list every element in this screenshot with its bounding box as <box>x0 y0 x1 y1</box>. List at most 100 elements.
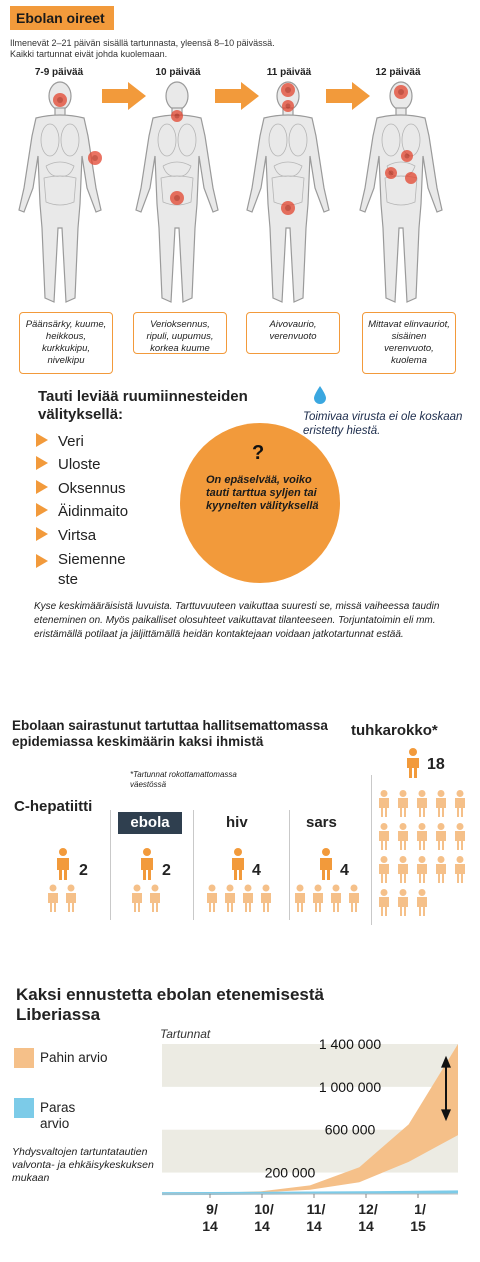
fluid-label: Oksennus <box>58 480 126 497</box>
progress-arrow-icon <box>215 82 259 110</box>
arrow-down-icon <box>441 1109 451 1122</box>
disease-name-measles: tuhkarokko* <box>351 722 438 739</box>
progress-arrow-icon <box>326 82 370 110</box>
disease-name-ebola: ebola <box>118 812 182 834</box>
y-tick-label: 1 400 000 <box>319 1036 381 1052</box>
sweat-note: Toimivaa virusta ei ole koskaan eristett… <box>303 411 463 437</box>
symptom-box: Mittavat elinvauriot, sisäinen verenvuot… <box>362 312 456 374</box>
person-icon <box>436 823 446 850</box>
r0-value: 4 <box>340 862 349 879</box>
people-group-hiv <box>207 848 271 912</box>
uncertain-transmission-circle <box>180 423 340 583</box>
fluid-label: Uloste <box>58 456 101 473</box>
person-icon <box>398 823 408 850</box>
chart-source: Yhdysvaltojen tartuntatautien valvonta- … <box>12 1146 154 1184</box>
fluid-item: Siemenneste <box>36 550 146 590</box>
x-tick-label: 15 <box>410 1218 426 1234</box>
person-icon <box>436 790 446 817</box>
fluid-item: Äidinmaito <box>36 503 166 525</box>
disease-name-sars: sars <box>306 814 337 831</box>
symptom-box: Päänsärky, kuume, heikkous, kurkkukipu, … <box>19 312 113 374</box>
fluid-label: Äidinmaito <box>58 503 129 520</box>
person-icon <box>417 823 427 850</box>
r0-heading: Ebolaan sairastunut tartuttaa hallitsema… <box>12 718 328 749</box>
intro-line-1: Ilmenevät 2–21 päivän sisällä tartunnast… <box>10 38 275 48</box>
people-group-measles <box>379 790 465 916</box>
x-tick-label: 14 <box>306 1218 322 1234</box>
stage-day-label: 11 päivää <box>266 67 312 78</box>
average-note: Kyse keskimääräisistä luvuista. Tarttuvu… <box>34 601 440 640</box>
fluid-label: Veri <box>58 433 84 450</box>
y-tick-label: 200 000 <box>265 1165 316 1181</box>
fluid-label: Virtsa <box>58 527 97 544</box>
forecast-chart: 200 000 600 000 1 000 000 1 400 000 Tartunna… <box>160 1027 459 1234</box>
column-divider <box>193 810 194 920</box>
x-tick-label: 9/ <box>206 1201 218 1217</box>
people-group-ebola <box>132 848 160 912</box>
grid-band <box>162 1044 458 1087</box>
triangle-bullet-icon <box>36 433 48 447</box>
x-tick-label: 11/ <box>307 1201 326 1217</box>
uncertain-transmission-text: On epäselvää, voiko tauti tarttua syljen… <box>206 474 319 512</box>
body-figure-stage-3 <box>246 81 330 303</box>
triangle-bullet-icon <box>36 480 48 494</box>
x-tick-label: 1/ <box>414 1201 426 1217</box>
y-tick-label: 1 000 000 <box>319 1079 381 1095</box>
stage-day-label: 12 päivää <box>375 67 421 78</box>
disease-name-hiv: hiv <box>226 814 248 831</box>
question-mark: ? <box>252 442 265 464</box>
symptom-box: Aivovaurio, verenvuoto <box>246 312 340 354</box>
body-figure-stage-1 <box>18 81 102 303</box>
disease-name-hepatitis-c: C-hepatiitti <box>14 798 93 815</box>
body-figure-stage-2 <box>135 81 219 303</box>
person-icon <box>455 790 465 817</box>
legend-label-best: Paras arvio <box>40 1100 76 1131</box>
r0-value: 4 <box>252 862 261 879</box>
fluid-item: Oksennus <box>36 480 166 502</box>
person-icon <box>398 790 408 817</box>
x-tick-label: 10/ <box>254 1201 274 1217</box>
legend-label-worst: Pahin arvio <box>40 1050 108 1065</box>
water-drop-icon <box>314 386 326 404</box>
legend-swatch-worst <box>14 1048 34 1068</box>
fluid-label: Siemenneste <box>58 551 126 588</box>
progress-arrow-icon <box>102 82 146 110</box>
person-icon <box>417 856 427 883</box>
series-area-worst <box>162 1044 458 1194</box>
person-icon <box>417 790 427 817</box>
person-icon <box>379 889 389 916</box>
y-axis-label: Tartunnat <box>160 1027 211 1041</box>
x-tick-label: 14 <box>358 1218 374 1234</box>
r0-value: 2 <box>79 862 88 879</box>
fluid-item: Veri <box>36 433 166 455</box>
people-group-sars <box>295 848 359 912</box>
person-icon-measles-infected <box>407 748 419 778</box>
triangle-bullet-icon <box>36 554 48 568</box>
person-icon <box>398 856 408 883</box>
person-icon <box>436 856 446 883</box>
person-icon <box>417 889 427 916</box>
vaccination-note: *Tartunnat rokottamattomassa väestössä <box>130 770 237 789</box>
intro-line-2: Kaikki tartunnat eivät johda kuolemaan. <box>10 49 168 59</box>
r0-value: 18 <box>427 756 445 773</box>
stage-day-label: 10 päivää <box>155 67 201 78</box>
series-line-best <box>161 1190 459 1196</box>
chart-title: Kaksi ennustetta ebolan etenemisestä Lib… <box>16 985 325 1024</box>
fluid-item: Virtsa <box>36 527 166 549</box>
column-divider <box>110 810 111 920</box>
fluid-item: Uloste <box>36 456 166 478</box>
person-icon <box>379 856 389 883</box>
stage-day-label: 7-9 päivää <box>34 67 84 78</box>
column-divider <box>289 810 290 920</box>
person-icon <box>379 790 389 817</box>
legend-swatch-best <box>14 1098 34 1118</box>
symptom-box: Verioksennus, ripuli, uupumus, korkea ku… <box>133 312 227 354</box>
r0-value: 2 <box>162 862 171 879</box>
body-figure-stage-4 <box>359 81 443 303</box>
intro-text: Ilmenevät 2–21 päivän sisällä tartunnast… <box>10 38 350 60</box>
people-group-hepatitis-c <box>48 848 76 912</box>
triangle-bullet-icon <box>36 456 48 470</box>
person-icon <box>455 856 465 883</box>
column-divider <box>371 775 372 925</box>
arrow-up-icon <box>441 1055 451 1068</box>
